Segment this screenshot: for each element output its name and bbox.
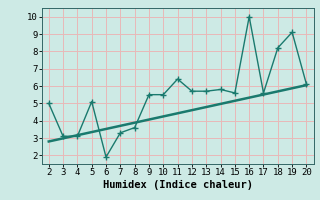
- X-axis label: Humidex (Indice chaleur): Humidex (Indice chaleur): [103, 180, 252, 190]
